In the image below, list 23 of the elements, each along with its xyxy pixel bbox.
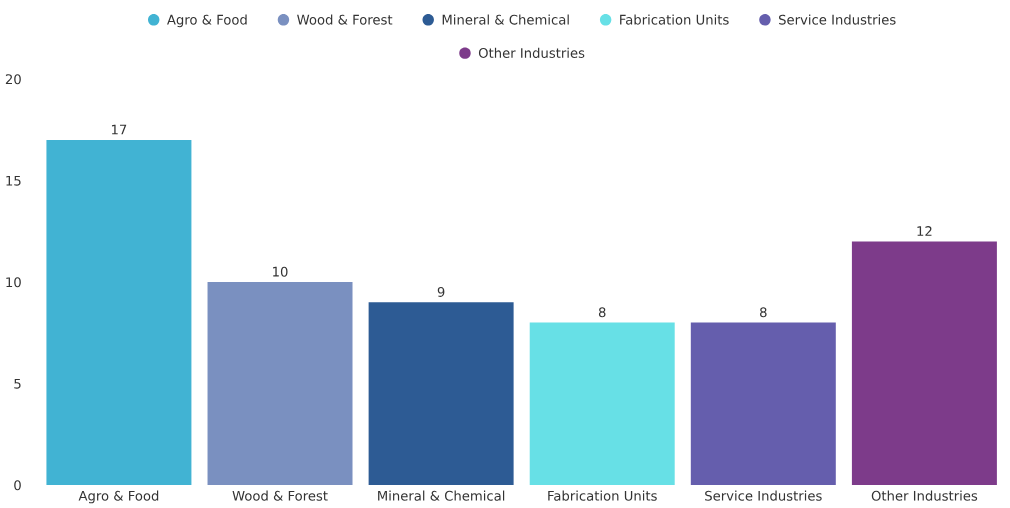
legend-label: Service Industries xyxy=(779,14,896,25)
data-label: 8 xyxy=(598,307,606,318)
legend-label: Other Industries xyxy=(478,47,585,58)
y-tick-label: 5 xyxy=(14,378,21,389)
y-tick-label: 0 xyxy=(14,480,21,491)
legend-label: Agro & Food xyxy=(167,14,247,28)
x-tick-label: Mineral & Chemical xyxy=(378,490,505,501)
legend-label: Fabrication Units xyxy=(620,14,729,25)
y-tick-label: 20 xyxy=(5,74,21,85)
x-tick-label: Agro & Food xyxy=(78,490,159,504)
data-label: 9 xyxy=(437,286,445,297)
x-tick-label: Service Industries xyxy=(705,490,822,501)
data-label: 12 xyxy=(917,226,932,236)
data-label: 17 xyxy=(111,124,127,135)
data-label: 8 xyxy=(760,307,767,318)
data-label: 10 xyxy=(273,266,288,277)
y-tick-label: 15 xyxy=(6,175,21,186)
legend-label: Mineral & Chemical xyxy=(442,14,569,25)
y-tick-label: 10 xyxy=(6,277,21,288)
x-tick-label: Wood & Forest xyxy=(232,490,328,501)
x-tick-label: Fabrication Units xyxy=(548,490,657,501)
x-tick-label: Other Industries xyxy=(871,490,978,501)
legend-label: Wood & Forest xyxy=(297,14,393,25)
